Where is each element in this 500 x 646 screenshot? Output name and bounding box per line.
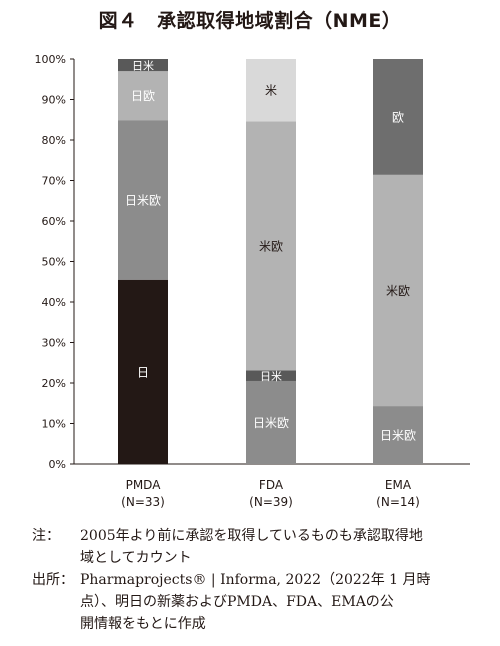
- bar-segment-label: 米欧: [259, 239, 283, 253]
- y-tick-label: 60%: [42, 215, 66, 228]
- note-line: 域としてカウント: [32, 547, 482, 569]
- bar-segment: [118, 279, 168, 464]
- source-label: 出所：: [32, 572, 74, 588]
- y-tick-label: 30%: [42, 337, 66, 350]
- source-text-3: 開情報をもとに作成: [80, 616, 206, 632]
- y-tick-label: 100%: [35, 53, 66, 66]
- source-text-2: 点）、明日の新薬およびPMDA、FDA、EMAの公: [80, 594, 394, 610]
- bar-segment-label: 日米: [132, 59, 154, 72]
- x-category-count: (N=39): [249, 495, 293, 509]
- source-line: 出所： Pharmaprojects® | Informa, 2022（2022…: [32, 569, 482, 591]
- bar-segment: [246, 370, 296, 381]
- bar-segment: [373, 59, 423, 175]
- y-tick-label: 0%: [49, 458, 66, 471]
- note-text-2: 域としてカウント: [80, 550, 192, 566]
- source-line: 点）、明日の新薬およびPMDA、FDA、EMAの公: [32, 591, 482, 613]
- chart-title: 図４ 承認取得地域割合（NME）: [98, 10, 402, 32]
- bar-segment-label: 日米欧: [125, 194, 161, 208]
- bar-segment: [246, 380, 296, 464]
- bar-segment-label: 米: [265, 84, 277, 98]
- bar-segment-label: 日欧: [131, 89, 155, 103]
- bar-segment: [118, 59, 168, 72]
- bar-segment-label: 日米: [260, 370, 282, 383]
- note-label: 注：: [32, 528, 60, 544]
- bar-segment: [118, 120, 168, 280]
- x-category-label: FDA: [259, 478, 284, 492]
- x-category-count: (N=14): [376, 495, 420, 509]
- x-category-count: (N=33): [121, 495, 165, 509]
- bar-segment-label: 日: [137, 365, 149, 379]
- bar-segment: [246, 121, 296, 371]
- notes-section: 注： 2005年より前に承認を取得しているものも承認取得地 域としてカウント 出…: [32, 525, 482, 635]
- bar-segment: [373, 174, 423, 407]
- bar-segment: [246, 59, 296, 122]
- bar-segment: [118, 71, 168, 121]
- note-text-1: 2005年より前に承認を取得しているものも承認取得地: [80, 528, 423, 544]
- note-line: 注： 2005年より前に承認を取得しているものも承認取得地: [32, 525, 482, 547]
- x-category-label: EMA: [385, 478, 412, 492]
- y-tick-label: 50%: [42, 256, 66, 269]
- y-tick-label: 70%: [42, 175, 66, 188]
- source-text-1: Pharmaprojects® | Informa, 2022（2022年 1 …: [80, 572, 431, 588]
- bar-segment-label: 日米欧: [253, 416, 289, 430]
- x-category-label: PMDA: [126, 478, 162, 492]
- y-tick-label: 20%: [42, 377, 66, 390]
- bar-segment-label: 米欧: [386, 284, 410, 298]
- y-tick-label: 10%: [42, 418, 66, 431]
- y-tick-label: 40%: [42, 296, 66, 309]
- bar-segment-label: 日米欧: [380, 429, 416, 443]
- bar-segment-label: 欧: [392, 110, 404, 124]
- bar-segment: [373, 406, 423, 464]
- stacked-bar-chart: 0%10%20%30%40%50%60%70%80%90%100%日日米欧日欧日…: [35, 53, 470, 509]
- source-line: 開情報をもとに作成: [32, 613, 482, 635]
- y-tick-label: 90%: [42, 94, 66, 107]
- y-tick-label: 80%: [42, 134, 66, 147]
